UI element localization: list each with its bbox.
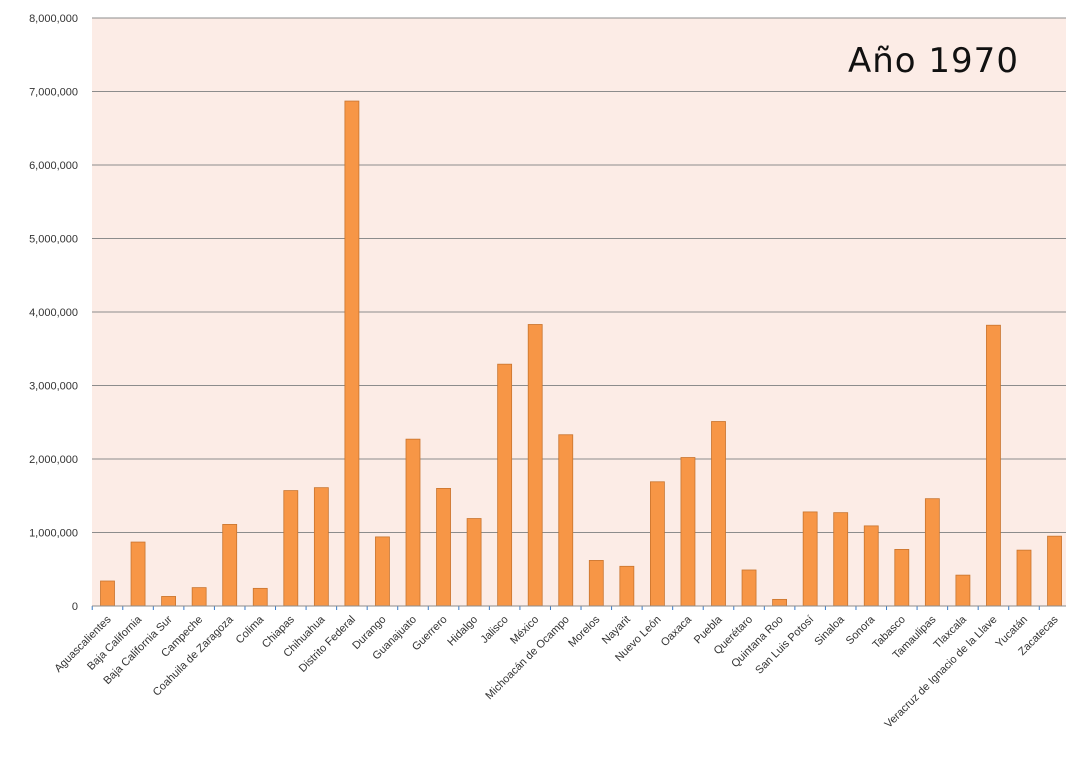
bar bbox=[100, 580, 115, 607]
bar bbox=[527, 324, 543, 607]
y-tick-label: 0 bbox=[72, 601, 78, 613]
bar bbox=[711, 421, 726, 607]
bar bbox=[619, 565, 635, 607]
bar bbox=[955, 574, 971, 607]
bar bbox=[436, 487, 451, 607]
bar bbox=[650, 481, 665, 607]
bar bbox=[588, 560, 604, 607]
x-tick-label: Hidalgo bbox=[445, 614, 480, 649]
bar bbox=[405, 438, 421, 607]
y-tick-label: 4,000,000 bbox=[29, 307, 78, 319]
x-tick-label: San Luis Potosí bbox=[753, 614, 816, 677]
bar bbox=[252, 587, 268, 607]
x-tick-label: Sinaloa bbox=[812, 613, 847, 648]
x-tick-label: Veracruz de Ignacio de la Llave bbox=[883, 614, 1000, 731]
bar bbox=[772, 598, 787, 607]
bar bbox=[863, 525, 879, 607]
y-tick-label: 8,000,000 bbox=[29, 13, 78, 25]
y-tick-label: 2,000,000 bbox=[29, 454, 78, 466]
bar bbox=[313, 487, 329, 607]
x-tick-label: Jalisco bbox=[479, 614, 511, 646]
bar bbox=[191, 587, 207, 607]
bar bbox=[894, 549, 910, 607]
bar bbox=[1047, 535, 1062, 607]
bar bbox=[497, 363, 513, 607]
bar bbox=[222, 524, 238, 607]
bar bbox=[986, 324, 1001, 607]
y-axis-tick-labels: 0 1,000,000 2,000,000 3,000,000 4,000,000 5,0… bbox=[29, 13, 78, 613]
bar bbox=[833, 512, 849, 607]
y-tick-label: 1,000,000 bbox=[29, 528, 78, 540]
bar bbox=[466, 518, 482, 607]
bar bbox=[344, 100, 360, 607]
y-tick-label: 7,000,000 bbox=[29, 87, 78, 99]
bar bbox=[161, 596, 177, 607]
bar bbox=[283, 490, 299, 607]
x-tick-label: Distrito Federal bbox=[297, 614, 358, 675]
bar bbox=[802, 511, 818, 607]
bars bbox=[100, 100, 1062, 607]
bar bbox=[680, 457, 696, 607]
y-tick-label: 3,000,000 bbox=[29, 381, 78, 393]
chart-title: Año 1970 bbox=[848, 41, 1019, 81]
bar bbox=[558, 434, 574, 607]
bar bbox=[741, 569, 757, 607]
y-tick-label: 6,000,000 bbox=[29, 160, 78, 172]
x-tick-label: Morelos bbox=[566, 613, 603, 650]
gridlines bbox=[92, 17, 1066, 533]
bar bbox=[130, 541, 146, 607]
bar bbox=[924, 498, 940, 607]
bar bbox=[1016, 549, 1032, 607]
bar bbox=[375, 536, 390, 607]
y-tick-label: 5,000,000 bbox=[29, 234, 78, 246]
x-tick-label: Oaxaca bbox=[659, 613, 695, 649]
